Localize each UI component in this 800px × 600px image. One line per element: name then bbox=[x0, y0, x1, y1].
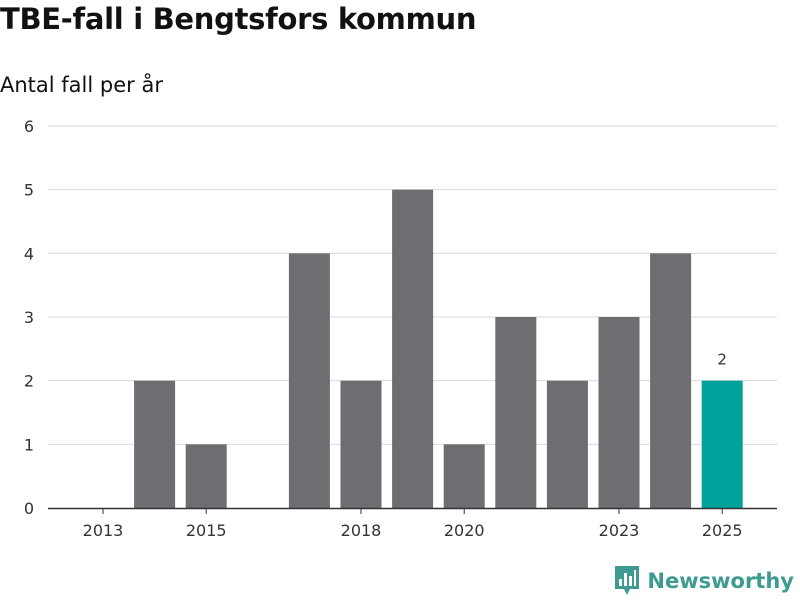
x-tick-label: 2015 bbox=[186, 521, 227, 540]
y-tick-label: 3 bbox=[24, 308, 34, 327]
newsworthy-logo: Newsworthy bbox=[615, 566, 794, 596]
y-tick-label: 6 bbox=[24, 117, 34, 136]
chart-title: TBE-fall i Bengtsfors kommun bbox=[0, 2, 477, 36]
brand-name: Newsworthy bbox=[647, 569, 794, 593]
bar-2015 bbox=[185, 444, 227, 508]
bar-2014 bbox=[134, 380, 176, 508]
bar-2024 bbox=[650, 253, 692, 508]
bar-chart-badge-icon bbox=[615, 566, 640, 595]
bar-2023 bbox=[598, 317, 640, 508]
bar-2025 bbox=[701, 380, 743, 508]
bar-2020 bbox=[443, 444, 485, 508]
chart-subtitle: Antal fall per år bbox=[0, 73, 163, 97]
bar-2017 bbox=[288, 253, 330, 508]
bar-2019 bbox=[392, 189, 434, 508]
bar-2022 bbox=[546, 380, 588, 508]
y-tick-label: 4 bbox=[24, 244, 34, 263]
y-tick-label: 2 bbox=[24, 372, 34, 391]
y-tick-label: 5 bbox=[24, 181, 34, 200]
y-tick-label: 1 bbox=[24, 435, 34, 454]
bar-2018 bbox=[340, 380, 382, 508]
bar-2021 bbox=[495, 317, 537, 508]
x-tick-label: 2013 bbox=[83, 521, 124, 540]
x-tick-label: 2018 bbox=[341, 521, 382, 540]
x-tick-label: 2020 bbox=[444, 521, 485, 540]
data-label: 2 bbox=[717, 351, 727, 369]
x-tick-label: 2023 bbox=[599, 521, 640, 540]
x-tick-label: 2025 bbox=[702, 521, 743, 540]
y-tick-label: 0 bbox=[24, 499, 34, 518]
